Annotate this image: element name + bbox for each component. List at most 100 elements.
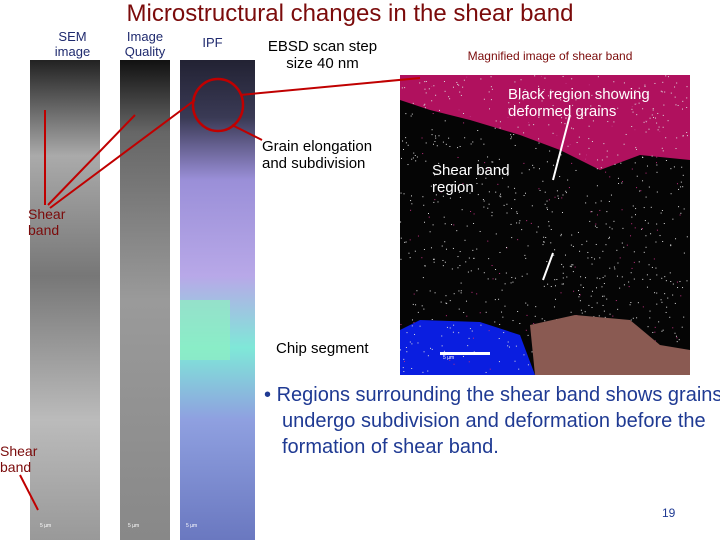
speckle: [656, 164, 658, 166]
speckle: [452, 86, 454, 88]
speckle: [656, 229, 658, 231]
speckle: [488, 330, 490, 332]
scale-label: 5 µm: [128, 523, 140, 529]
speckle: [561, 197, 563, 199]
speckle: [634, 89, 636, 91]
speckle: [547, 95, 549, 97]
speckle: [595, 287, 597, 289]
speckle: [495, 278, 497, 280]
speckle: [487, 156, 489, 158]
speckle: [660, 212, 662, 214]
speckle: [452, 247, 454, 249]
speckle: [459, 265, 461, 267]
speckle: [547, 283, 549, 285]
speckle: [613, 220, 615, 222]
panel-label: Image Quality: [124, 29, 166, 59]
speckle: [525, 302, 527, 304]
speckle: [531, 351, 533, 353]
speckle: [603, 310, 605, 312]
speckle: [524, 192, 526, 194]
speckle: [516, 212, 518, 214]
speckle: [686, 132, 688, 134]
speckle: [400, 258, 402, 260]
speckle: [527, 364, 529, 366]
speckle: [648, 186, 650, 188]
speckle: [649, 310, 651, 312]
speckle: [470, 270, 472, 272]
speckle: [433, 85, 435, 87]
speckle: [449, 327, 451, 329]
speckle: [574, 266, 576, 268]
speckle: [472, 337, 474, 339]
speckle: [491, 88, 493, 90]
speckle: [523, 132, 525, 134]
speckle: [584, 112, 586, 114]
speckle: [682, 287, 684, 289]
speckle: [523, 162, 525, 164]
speckle: [400, 157, 402, 159]
speckle: [511, 237, 513, 239]
speckle: [556, 278, 558, 280]
speckle: [528, 122, 530, 124]
speckle: [534, 315, 536, 317]
speckle: [434, 135, 436, 137]
speckle: [656, 156, 658, 158]
speckle: [564, 254, 566, 256]
speckle: [634, 162, 636, 164]
speckle: [514, 277, 516, 279]
speckle: [631, 223, 633, 225]
speckle: [457, 256, 459, 258]
speckle: [648, 264, 650, 266]
speckle: [517, 126, 519, 128]
speckle: [519, 102, 521, 104]
speckle: [411, 325, 413, 327]
speckle: [591, 211, 593, 213]
speckle: [508, 108, 510, 110]
speckle: [462, 183, 464, 185]
speckle: [414, 333, 416, 335]
speckle: [626, 244, 628, 246]
speckle: [471, 330, 473, 332]
speckle: [587, 251, 589, 253]
speckle: [576, 142, 578, 144]
speckle: [651, 266, 653, 268]
speckle: [621, 182, 623, 184]
speckle: [410, 209, 412, 211]
speckle: [555, 298, 557, 300]
speckle: [632, 317, 634, 319]
speckle: [491, 215, 493, 217]
speckle: [400, 324, 402, 326]
speckle: [621, 97, 623, 99]
speckle: [462, 86, 464, 88]
speckle: [416, 290, 418, 292]
speckle: [630, 302, 632, 304]
speckle: [518, 368, 520, 370]
speckle: [479, 312, 481, 314]
speckle: [579, 153, 581, 155]
speckle: [623, 143, 625, 145]
speckle: [514, 144, 516, 146]
speckle: [643, 251, 645, 253]
speckle: [487, 278, 489, 280]
speckle: [495, 120, 497, 122]
ipf-grain: [180, 300, 230, 360]
speckle: [433, 258, 435, 260]
speckle: [596, 226, 598, 228]
speckle: [483, 272, 485, 274]
speckle: [656, 191, 658, 193]
speckle: [675, 238, 677, 240]
speckle: [424, 107, 426, 109]
annotation: Grain elongation and subdivision: [262, 138, 373, 173]
speckle: [476, 248, 478, 250]
speckle: [686, 280, 688, 282]
speckle: [686, 135, 688, 137]
speckle: [521, 229, 523, 231]
speckle: [636, 317, 638, 319]
speckle: [556, 190, 558, 192]
speckle: [591, 257, 593, 259]
speckle: [414, 250, 416, 252]
speckle: [510, 282, 512, 284]
speckle: [599, 278, 601, 280]
speckle: [612, 315, 614, 317]
speckle: [670, 193, 672, 195]
